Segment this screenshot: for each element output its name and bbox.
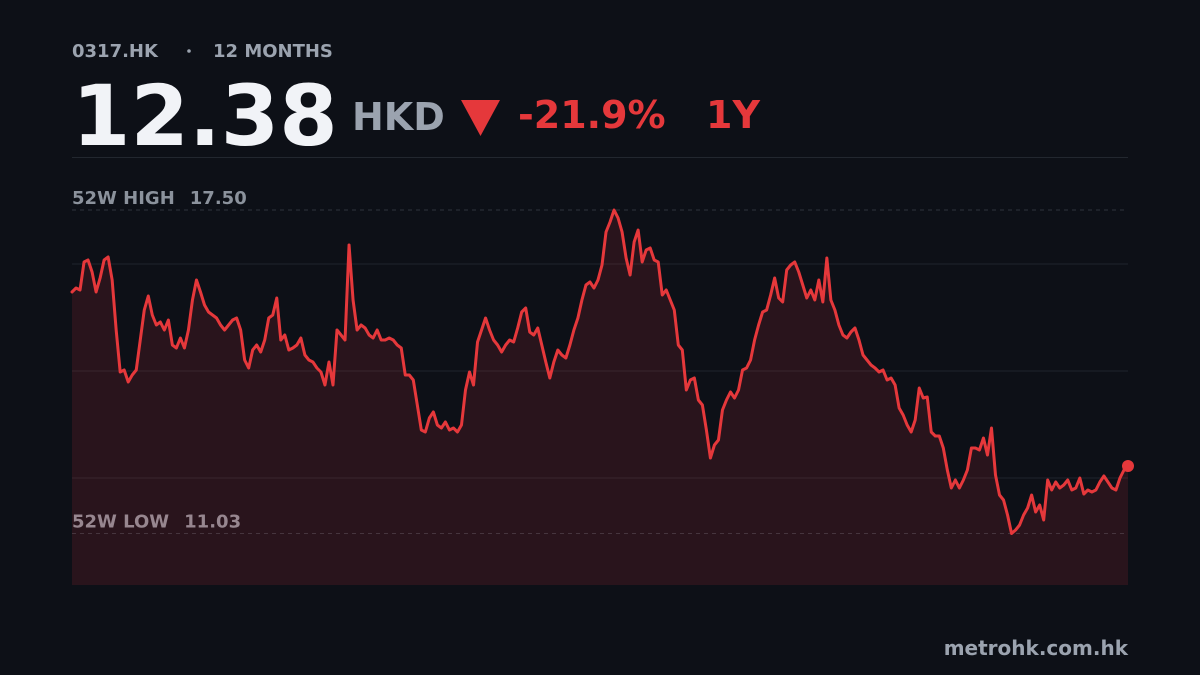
- source: metrohk.com.hk: [944, 636, 1129, 660]
- reference-value: 17.50: [190, 188, 247, 209]
- change-period: 1Y: [706, 93, 760, 137]
- reference-value: 11.03: [184, 512, 241, 533]
- reference-label: 52W HIGH: [72, 188, 175, 209]
- price-line: [70, 208, 1130, 535]
- last-point: [1122, 460, 1134, 472]
- period: 12 MONTHS: [213, 41, 333, 62]
- ticker: 0317.HK: [72, 41, 159, 62]
- currency: HKD: [352, 95, 445, 139]
- change: -21.9%: [518, 93, 666, 137]
- area-fill: [72, 210, 1128, 585]
- separator-dot: [187, 49, 191, 53]
- down-arrow: [461, 100, 500, 136]
- reference-label: 52W LOW: [72, 512, 169, 533]
- price: 12.38: [72, 67, 338, 165]
